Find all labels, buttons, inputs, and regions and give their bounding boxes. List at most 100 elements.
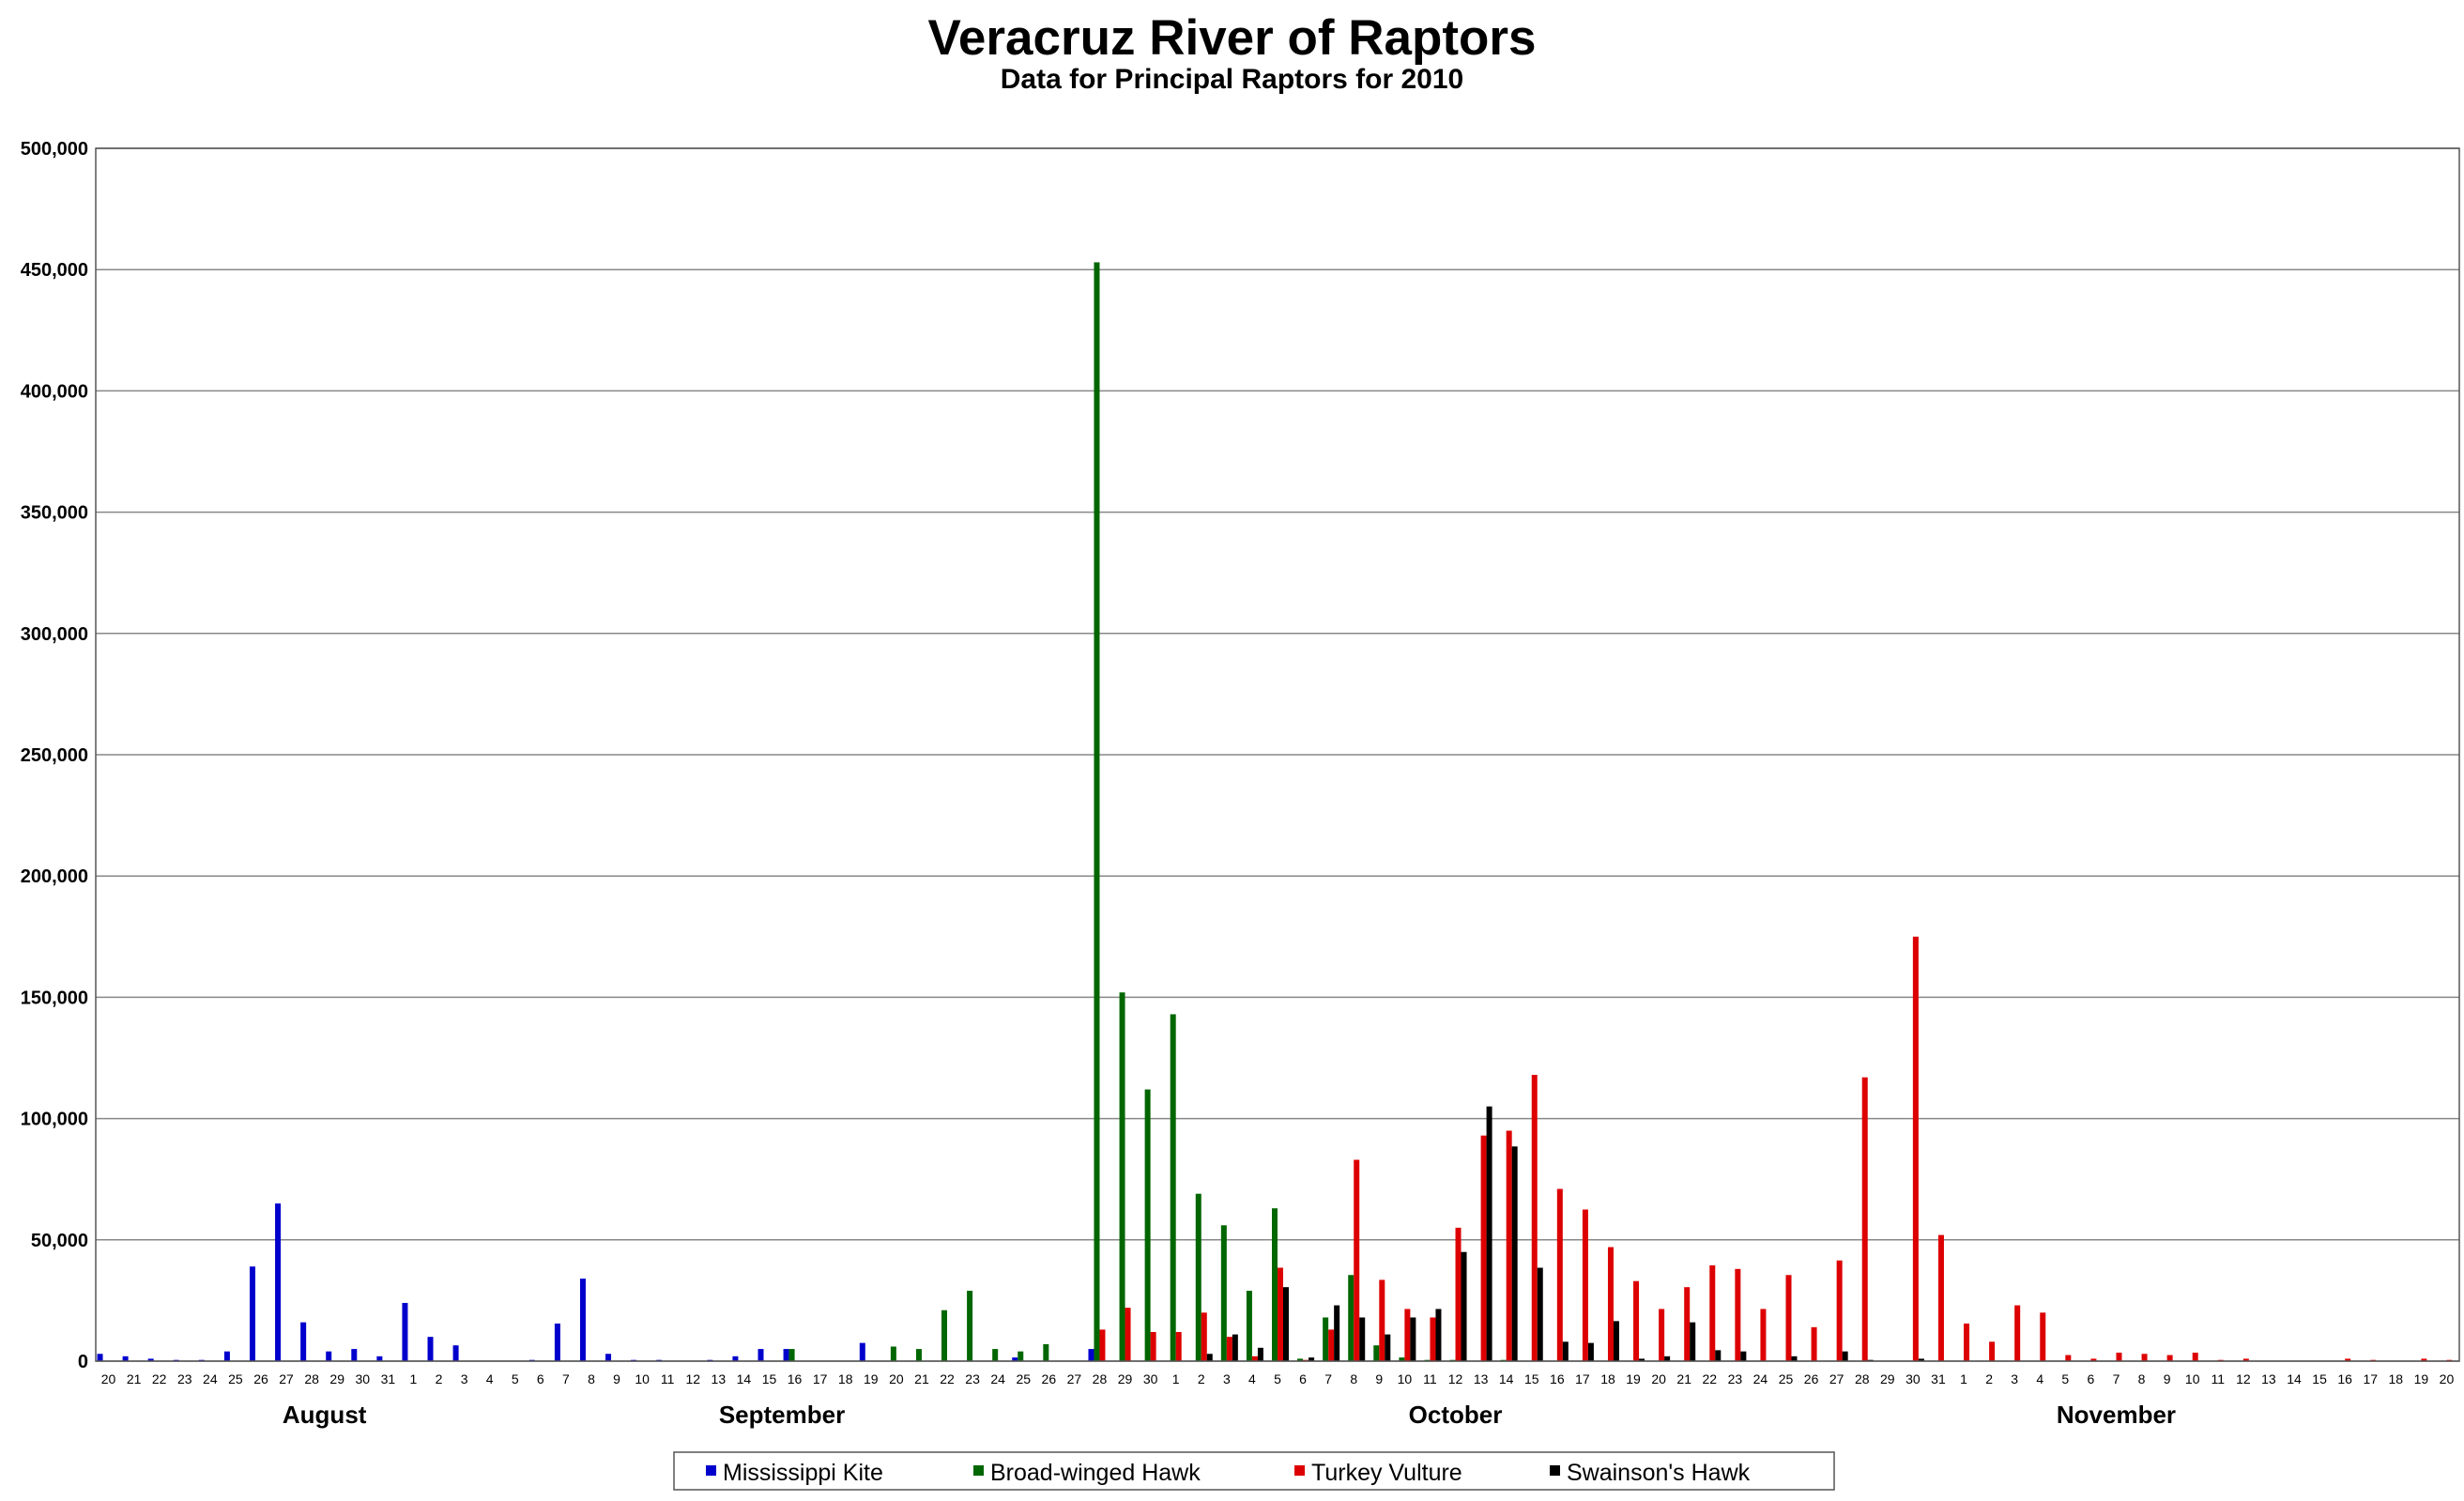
bar [1690,1322,1696,1361]
bar [967,1291,973,1361]
x-tick-label: 17 [1575,1371,1590,1386]
bar [783,1349,789,1361]
y-tick-label: 50,000 [31,1231,88,1251]
x-tick-label: 25 [1779,1371,1794,1386]
bar [1556,1188,1563,1361]
bar [1232,1334,1238,1361]
x-tick-label: 17 [2363,1371,2378,1386]
x-tick-label: 11 [2211,1371,2226,1386]
x-tick-label: 30 [1143,1371,1158,1386]
bar [1486,1106,1492,1361]
bar [1170,1014,1176,1361]
bar [402,1302,408,1361]
bar [300,1322,307,1361]
month-label: November [2057,1401,2176,1429]
bar [1633,1280,1640,1361]
bar [2421,1358,2427,1361]
legend-swatch [1550,1465,1560,1476]
bar [376,1355,383,1361]
x-tick-label: 2 [436,1371,443,1386]
bar [249,1266,255,1361]
y-tick-label: 100,000 [21,1110,88,1130]
x-tick-label: 1 [1172,1371,1180,1386]
x-tick-label: 7 [2113,1371,2120,1386]
bar [1480,1135,1487,1361]
chart-subtitle: Data for Principal Raptors for 2010 [1000,64,1464,95]
bar [1740,1351,1747,1361]
bar [579,1279,586,1361]
x-tick-label: 2 [1198,1371,1205,1386]
bar [122,1355,129,1361]
bar [1125,1308,1131,1361]
x-tick-label: 21 [1676,1371,1691,1386]
x-tick-label: 17 [813,1371,828,1386]
bar [1272,1208,1278,1361]
x-tick-label: 12 [685,1371,700,1386]
bar [427,1337,434,1361]
x-tick-label: 29 [329,1371,344,1386]
y-tick-label: 300,000 [21,624,88,645]
bar [758,1349,764,1361]
bar [326,1351,332,1361]
x-tick-label: 15 [2312,1371,2327,1386]
bar [1206,1354,1213,1361]
legend-label: Swainson's Hawk [1567,1460,1751,1486]
x-tick-label: 24 [990,1371,1005,1386]
bars [97,262,2453,1361]
x-tick-label: 6 [1299,1371,1307,1386]
x-tick-label: 22 [152,1371,167,1386]
bar [1613,1321,1619,1361]
bar [1201,1312,1207,1361]
bar [1989,1341,1996,1361]
bar [2166,1355,2173,1361]
x-tick-label: 15 [762,1371,777,1386]
chart-title: Veracruz River of Raptors [927,10,1537,66]
bar [1791,1355,1798,1361]
bar [1455,1227,1462,1361]
bar [1709,1264,1716,1361]
x-tick-label: 10 [1398,1371,1413,1386]
tick-labels: 0 50,000 100,000 150,000 200,000 250,000 300,0… [21,139,2455,1429]
bar [1684,1287,1691,1361]
x-tick-label: 8 [2138,1371,2146,1386]
bar [788,1349,795,1361]
bar [1461,1251,1467,1361]
bar [2040,1312,2046,1361]
legend-swatch [973,1465,984,1476]
y-tick-label: 200,000 [21,866,88,887]
x-tick-label: 18 [1600,1371,1615,1386]
x-tick-label: 20 [889,1371,904,1386]
x-tick-label: 4 [2036,1371,2043,1386]
bar [1861,1077,1868,1361]
bar [1842,1351,1848,1361]
x-tick-label: 13 [1474,1371,1489,1386]
x-tick-label: 20 [2440,1371,2455,1386]
month-label: August [283,1401,367,1429]
grid-lines [96,147,2459,1362]
bar [1094,262,1100,1361]
x-tick-label: 30 [1905,1371,1921,1386]
bar [1195,1193,1201,1361]
bar [1175,1331,1182,1361]
y-tick-label: 150,000 [21,988,88,1008]
x-tick-label: 10 [2185,1371,2200,1386]
x-tick-label: 27 [1067,1371,1082,1386]
x-tick-label: 19 [1626,1371,1641,1386]
bar [1760,1309,1767,1361]
x-tick-label: 12 [1448,1371,1463,1386]
x-tick-label: 18 [838,1371,853,1386]
legend-box [673,1451,1835,1491]
bar [2090,1358,2097,1361]
x-tick-label: 30 [356,1371,371,1386]
bar [2345,1358,2351,1361]
x-tick-label: 23 [177,1371,192,1386]
x-tick-label: 4 [1248,1371,1256,1386]
y-tick-label: 400,000 [21,381,88,402]
bar [1385,1334,1391,1361]
x-tick-label: 19 [864,1371,879,1386]
legend-label: Mississippi Kite [723,1460,883,1486]
x-tick-label: 3 [461,1371,468,1386]
x-tick-label: 9 [613,1371,620,1386]
bar [1144,1089,1151,1361]
